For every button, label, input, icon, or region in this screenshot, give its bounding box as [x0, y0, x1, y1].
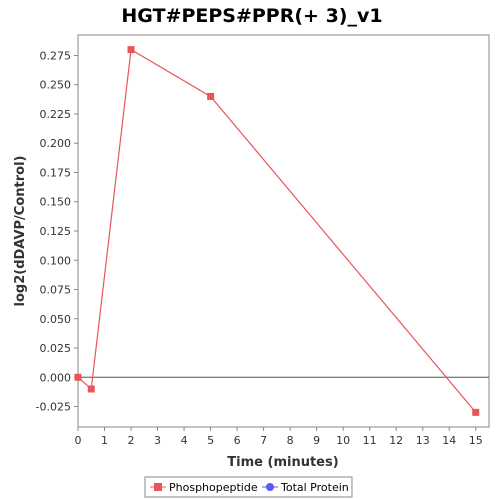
legend-box: [144, 476, 353, 498]
x-tick-label: 12: [389, 434, 403, 447]
series-layer: [74, 46, 480, 416]
y-axis: -0.025 0.000 0.025 0.050 0.075 0.100 0.125 0.15…: [36, 49, 78, 414]
x-tick-label: 9: [313, 434, 320, 447]
y-tick-label: -0.025: [36, 401, 71, 414]
chart-title: HGT#PEPS#PPR(+ 3)_v1: [121, 5, 382, 27]
x-tick-label: 3: [154, 434, 161, 447]
data-point: [87, 385, 95, 393]
legend-marker: [266, 483, 274, 491]
data-point: [472, 408, 480, 416]
x-tick-label: 1: [101, 434, 108, 447]
legend: Phosphopeptide Total Protein: [144, 476, 353, 498]
x-tick-label: 7: [260, 434, 267, 447]
legend-marker: [154, 483, 162, 491]
y-tick-label: 0.225: [40, 108, 72, 121]
y-tick-label: 0.025: [40, 342, 72, 355]
y-tick-label: 0.250: [40, 79, 72, 92]
plot-area: [77, 34, 490, 428]
y-tick-label: 0.175: [40, 166, 72, 179]
y-tick-label: 0.000: [40, 371, 72, 384]
x-axis-label: Time (minutes): [227, 455, 338, 470]
data-point: [74, 373, 82, 381]
legend-label: Total Protein: [280, 481, 349, 494]
y-tick-label: 0.150: [40, 196, 72, 209]
y-tick-label: 0.100: [40, 254, 72, 267]
y-tick-label: 0.125: [40, 225, 72, 238]
legend-items: Phosphopeptide Total Protein: [150, 481, 349, 494]
x-tick-label: 15: [469, 434, 483, 447]
data-point: [127, 46, 135, 54]
x-tick-label: 4: [181, 434, 188, 447]
y-tick-label: 0.050: [40, 313, 72, 326]
x-tick-label: 13: [416, 434, 430, 447]
data-point: [207, 92, 215, 100]
x-axis: 0 1 2 3 4 5 6 7 8 9 10 11 12 13 14 15: [75, 427, 483, 447]
y-tick-label: 0.075: [40, 284, 72, 297]
legend-label: Phosphopeptide: [169, 481, 258, 494]
x-tick-label: 5: [207, 434, 214, 447]
y-tick-label: 0.200: [40, 137, 72, 150]
x-tick-label: 2: [128, 434, 135, 447]
y-tick-label: 0.275: [40, 49, 72, 62]
x-tick-label: 14: [442, 434, 456, 447]
x-tick-label: 11: [363, 434, 377, 447]
x-tick-label: 10: [336, 434, 350, 447]
x-tick-label: 8: [287, 434, 294, 447]
x-tick-label: 6: [234, 434, 241, 447]
y-axis-label: log2(dDAVP/Control): [13, 156, 28, 307]
x-tick-label: 0: [75, 434, 82, 447]
